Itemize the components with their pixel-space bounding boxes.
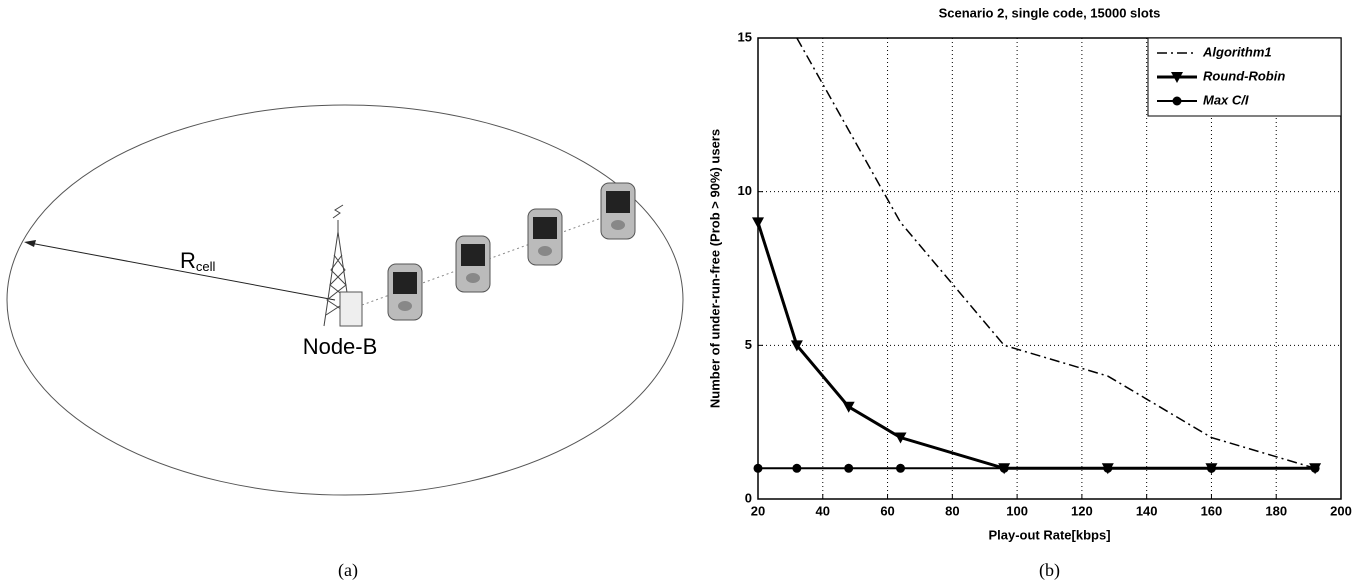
pda-screen [606, 191, 630, 213]
radius-symbol: R [180, 248, 196, 273]
marker [999, 463, 1009, 473]
base-station-cabinet [339, 291, 363, 327]
x-tick-label: 100 [1006, 503, 1028, 518]
marker [753, 463, 763, 473]
pda [455, 235, 491, 293]
pda [387, 263, 423, 321]
pda-button [466, 273, 480, 283]
caption: (a) [338, 560, 358, 581]
chart-title: Scenario 2, single code, 15000 slots [939, 5, 1161, 20]
x-axis-label: Play-out Rate[kbps] [988, 527, 1110, 542]
marker [1103, 463, 1113, 473]
x-tick-label: 200 [1330, 503, 1352, 518]
x-tick-label: 40 [816, 503, 830, 518]
y-tick-label: 10 [738, 183, 752, 198]
pda-screen [393, 272, 417, 294]
marker [790, 340, 803, 352]
x-tick-label: 140 [1136, 503, 1158, 518]
marker [1171, 72, 1183, 83]
x-tick-label: 20 [751, 503, 765, 518]
marker [1172, 96, 1182, 106]
x-tick-label: 120 [1071, 503, 1093, 518]
pda [600, 182, 636, 240]
legend-label: Round-Robin [1203, 68, 1285, 83]
y-axis-label: Number of under-run-free (Prob > 90%) us… [707, 129, 722, 408]
x-tick-label: 180 [1265, 503, 1287, 518]
pda-screen [533, 217, 557, 239]
terminals [387, 182, 636, 321]
marker [1206, 463, 1216, 473]
chart: Scenario 2, single code, 15000 slots 20 40… [707, 5, 1351, 581]
radius-label: Rcell [180, 248, 216, 275]
pda-button [398, 301, 412, 311]
series-line [796, 37, 1316, 469]
y-tick-label: 15 [738, 29, 752, 44]
marker [792, 463, 802, 473]
cell-diagram: Rcell Node-B (a) [6, 104, 684, 581]
x-tick-label: 80 [945, 503, 959, 518]
legend-label: Max C/I [1203, 92, 1249, 107]
marker [896, 463, 906, 473]
plot-frame [757, 37, 1342, 500]
pda-button [538, 246, 552, 256]
radius-subscript: cell [196, 259, 216, 274]
marker [1310, 463, 1320, 473]
marker [842, 401, 855, 413]
pda-button [611, 220, 625, 230]
marker [752, 217, 764, 229]
marker [844, 463, 854, 473]
cell-boundary [6, 104, 684, 496]
legend-label: Algorithm1 [1202, 44, 1272, 59]
marker [894, 432, 907, 444]
caption: (b) [1039, 560, 1060, 581]
node-label: Node-B [303, 334, 378, 359]
series-line [756, 221, 1316, 470]
arrow-head [24, 240, 36, 247]
pda [527, 208, 563, 266]
x-tick-label: 60 [880, 503, 894, 518]
y-tick-label: 5 [745, 337, 752, 352]
radius-arrow [29, 242, 336, 301]
pda-screen [461, 244, 485, 266]
y-tick-label: 0 [745, 490, 752, 505]
x-tick-label: 160 [1201, 503, 1223, 518]
